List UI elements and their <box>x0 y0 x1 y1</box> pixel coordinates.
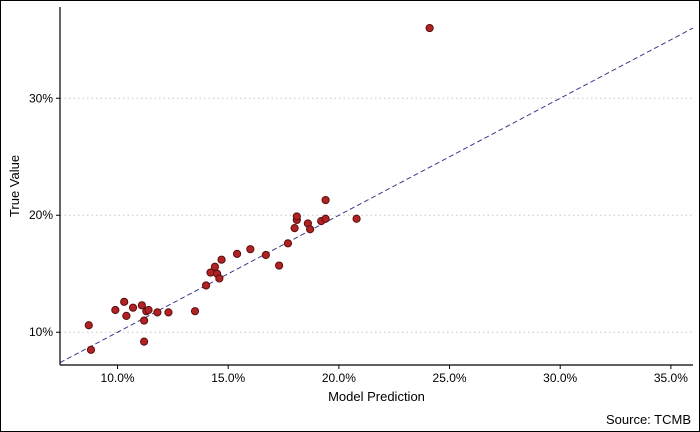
data-point <box>215 274 224 283</box>
data-point <box>111 305 120 315</box>
data-point <box>217 255 226 264</box>
data-point <box>321 214 330 223</box>
data-point <box>321 195 330 205</box>
data-point <box>246 245 255 254</box>
x-tick-label: 35.0% <box>654 371 688 385</box>
y-axis-title: True Value <box>7 155 22 217</box>
data-point <box>137 301 146 310</box>
grid-layer <box>60 97 693 333</box>
data-point <box>210 262 220 271</box>
x-axis-title: Model Prediction <box>328 389 425 404</box>
data-point <box>261 250 270 260</box>
reference-line <box>59 27 694 364</box>
data-point <box>352 214 361 223</box>
data-point <box>292 212 301 221</box>
y-tick-label: 10% <box>29 325 53 339</box>
x-tick-label: 10.0% <box>101 371 135 385</box>
data-point <box>140 316 149 325</box>
data-point <box>232 249 242 258</box>
source-caption: Source: TCMB <box>606 412 691 427</box>
data-point <box>144 305 153 315</box>
y-tick-label: 20% <box>29 208 53 222</box>
data-point <box>290 224 299 233</box>
points-layer <box>84 23 434 354</box>
y-tick-label: 30% <box>29 91 53 105</box>
data-point <box>86 345 96 354</box>
data-point <box>425 23 434 33</box>
x-tick-label: 25.0% <box>433 371 467 385</box>
data-point <box>283 239 293 248</box>
axes-layer <box>59 7 693 366</box>
x-tick-label: 20.0% <box>322 371 356 385</box>
data-point <box>128 303 138 312</box>
data-point <box>164 308 173 317</box>
data-point <box>306 225 315 234</box>
data-point <box>120 297 129 306</box>
reference-line-layer <box>59 27 694 364</box>
data-point <box>190 307 200 316</box>
ticks-layer: 10.0% 15.0% 20.0% 25.0% 30.0% 35.0% 10% 20% 30% <box>29 91 688 385</box>
data-point <box>201 281 211 290</box>
data-point <box>140 337 149 346</box>
x-tick-label: 15.0% <box>211 371 245 385</box>
data-point <box>84 321 93 330</box>
data-point <box>275 261 284 270</box>
data-point <box>153 308 162 317</box>
data-point <box>122 311 131 320</box>
x-tick-label: 30.0% <box>543 371 577 385</box>
